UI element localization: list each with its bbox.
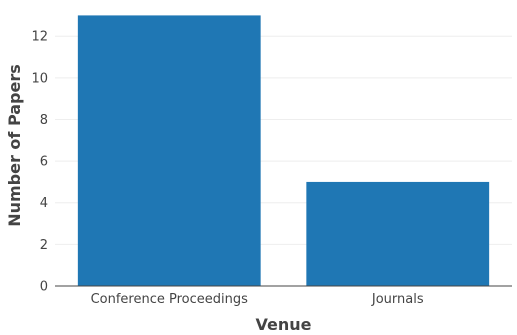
x-tick-label: Conference Proceedings <box>91 292 249 307</box>
y-tick-label: 0 <box>40 280 48 295</box>
x-tick-label: Journals <box>371 292 424 307</box>
y-tick-label: 6 <box>40 155 48 170</box>
y-tick-label: 4 <box>40 196 48 211</box>
y-axis-ticks: 0 2 4 6 8 10 12 <box>31 30 48 295</box>
bar-journals <box>306 181 490 286</box>
x-axis-title: Venue <box>256 315 312 334</box>
y-tick-label: 12 <box>31 30 48 45</box>
bars <box>77 15 490 286</box>
x-axis-ticks: Conference Proceedings Journals <box>91 292 424 307</box>
bar-conference-proceedings <box>77 15 261 286</box>
y-tick-label: 10 <box>31 71 48 86</box>
y-axis-title: Number of Papers <box>5 64 24 227</box>
y-tick-label: 8 <box>40 113 48 128</box>
y-tick-label: 2 <box>40 238 48 253</box>
